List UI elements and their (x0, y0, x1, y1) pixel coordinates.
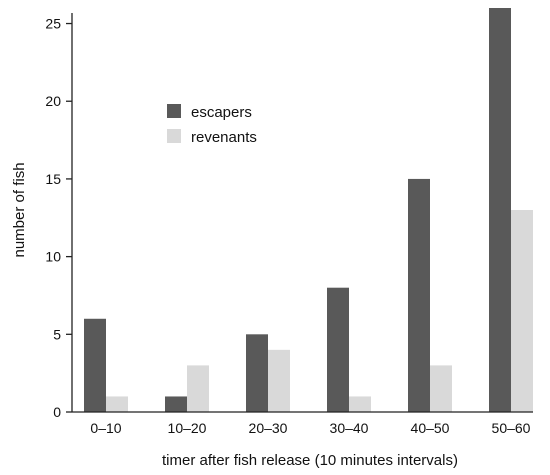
bar-escapers-2 (246, 334, 268, 412)
y-tick-label: 25 (45, 16, 61, 32)
bar-revenants-3 (349, 396, 371, 412)
x-tick-label: 0–10 (90, 420, 121, 436)
bar-revenants-0 (106, 396, 128, 412)
y-tick-label: 0 (53, 404, 61, 420)
bar-escapers-5 (489, 8, 511, 412)
legend-swatch-escapers (167, 104, 181, 118)
bar-revenants-1 (187, 365, 209, 412)
y-tick-label: 10 (45, 249, 61, 265)
bar-escapers-3 (327, 287, 349, 412)
y-tick-label: 15 (45, 171, 61, 187)
x-tick-label: 50–60 (492, 420, 531, 436)
x-tick-label: 10–20 (168, 420, 207, 436)
legend-label-revenants: revenants (191, 129, 257, 146)
bar-escapers-1 (165, 396, 187, 412)
bars-group (84, 8, 533, 412)
bar-revenants-4 (430, 365, 452, 412)
y-axis: 0 5 10 15 20 25 (45, 13, 73, 420)
x-axis-title: timer after fish release (10 minutes int… (162, 452, 458, 469)
legend: escapers revenants (167, 104, 257, 146)
y-tick-label: 20 (45, 93, 61, 109)
bar-escapers-4 (408, 178, 430, 412)
bar-escapers-0 (84, 318, 106, 412)
bar-revenants-2 (268, 349, 290, 412)
bar-revenants-5 (511, 210, 533, 412)
x-axis: 0–10 10–20 20–30 30–40 40–50 50–60 (72, 411, 533, 436)
y-axis-title: number of fish (11, 162, 28, 257)
legend-label-escapers: escapers (191, 104, 252, 121)
legend-swatch-revenants (167, 129, 181, 143)
y-tick-label: 5 (53, 326, 61, 342)
x-tick-label: 20–30 (249, 420, 288, 436)
x-tick-label: 40–50 (411, 420, 450, 436)
x-tick-label: 30–40 (330, 420, 369, 436)
